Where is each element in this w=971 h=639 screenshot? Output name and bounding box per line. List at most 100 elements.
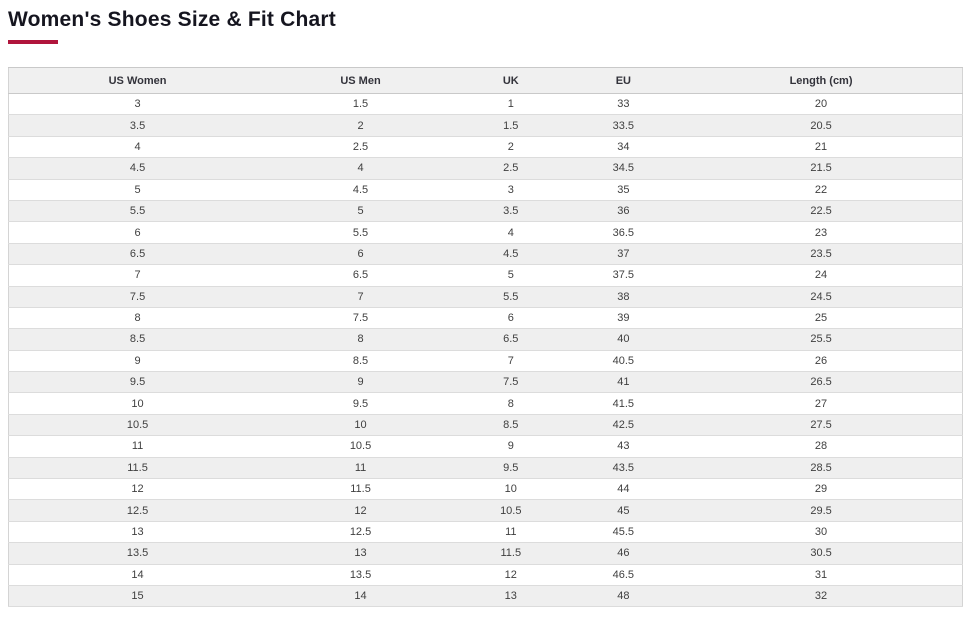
table-row: 6 5.5 4 36.5 23 [8,221,963,244]
table-cell: 36.5 [566,221,681,244]
table-cell: 2 [454,136,567,159]
table-cell: 25.5 [680,328,963,351]
table-cell: 26 [680,350,963,373]
table-row: 5.5 5 3.5 36 22.5 [8,200,963,223]
column-header: Length (cm) [680,67,963,94]
table-cell: 13 [8,521,267,544]
table-cell: 9.5 [266,392,455,415]
size-chart-header: US Women US Men UK EU Length (cm) [8,67,963,94]
table-row: 11.5 11 9.5 43.5 28.5 [8,457,963,480]
table-cell: 13 [454,585,567,608]
table-cell: 13 [266,542,455,565]
table-cell: 29 [680,478,963,501]
table-cell: 6 [266,243,455,266]
table-cell: 1 [454,93,567,116]
page-title: Women's Shoes Size & Fit Chart [8,8,336,31]
table-cell: 42.5 [566,414,681,437]
table-row: 13.5 13 11.5 46 30.5 [8,542,963,565]
table-cell: 5 [454,264,567,287]
table-cell: 8.5 [454,414,567,437]
table-cell: 4.5 [266,179,455,201]
table-row: 12.5 12 10.5 45 29.5 [8,499,963,522]
table-cell: 9 [454,435,567,458]
table-cell: 11 [266,457,455,480]
table-cell: 4 [8,136,267,159]
table-row: 4 2.5 2 34 21 [8,136,963,159]
table-cell: 2.5 [266,136,455,159]
title-underline [8,40,58,44]
size-chart-table: US Women US Men UK EU Length (cm) 3 1.5 1 33 20 3… [8,67,963,608]
table-row: 3 1.5 1 33 20 [8,93,963,116]
table-cell: 11 [454,521,567,544]
table-cell: 9 [266,371,455,394]
table-cell: 5.5 [8,200,267,223]
table-cell: 41 [566,371,681,394]
table-cell: 40 [566,328,681,351]
table-cell: 9.5 [8,371,267,394]
table-cell: 11 [8,435,267,458]
table-cell: 2 [266,114,455,137]
table-cell: 11.5 [454,542,567,565]
table-cell: 34 [566,136,681,159]
table-cell: 22.5 [680,200,963,223]
table-row: 12 11.5 10 44 29 [8,478,963,501]
table-cell: 8.5 [8,328,267,351]
table-cell: 6 [454,307,567,330]
table-cell: 7.5 [8,286,267,308]
table-cell: 20.5 [680,114,963,137]
table-cell: 5.5 [266,221,455,244]
table-cell: 3 [8,93,267,116]
table-cell: 41.5 [566,392,681,415]
table-cell: 5 [266,200,455,223]
table-cell: 46 [566,542,681,565]
table-cell: 12.5 [8,499,267,522]
table-cell: 3.5 [8,114,267,137]
size-chart-body: 3 1.5 1 33 20 3.5 2 1.5 33.5 20.5 4 2.5 2 34 21 4.5 4 2.5… [8,93,963,608]
table-cell: 27.5 [680,414,963,437]
table-cell: 3 [454,179,567,201]
table-row: 9.5 9 7.5 41 26.5 [8,371,963,394]
table-cell: 10.5 [8,414,267,437]
table-row: 9 8.5 7 40.5 26 [8,350,963,373]
table-row: 13 12.5 11 45.5 30 [8,521,963,544]
table-cell: 9.5 [454,457,567,480]
table-row: 10 9.5 8 41.5 27 [8,392,963,415]
column-header: UK [454,67,567,94]
table-cell: 15 [8,585,267,608]
table-cell: 7.5 [266,307,455,330]
table-cell: 24.5 [680,286,963,308]
table-cell: 12.5 [266,521,455,544]
table-cell: 8.5 [266,350,455,373]
table-cell: 43.5 [566,457,681,480]
table-cell: 37.5 [566,264,681,287]
table-cell: 8 [8,307,267,330]
table-cell: 32 [680,585,963,608]
table-cell: 8 [454,392,567,415]
table-cell: 46.5 [566,564,681,586]
table-cell: 10 [8,392,267,415]
table-cell: 33.5 [566,114,681,137]
table-cell: 22 [680,179,963,201]
table-cell: 1.5 [454,114,567,137]
table-cell: 26.5 [680,371,963,394]
table-cell: 45 [566,499,681,522]
table-cell: 6.5 [266,264,455,287]
table-cell: 10 [266,414,455,437]
table-cell: 25 [680,307,963,330]
table-cell: 45.5 [566,521,681,544]
table-cell: 4 [454,221,567,244]
table-row: 6.5 6 4.5 37 23.5 [8,243,963,266]
table-cell: 10 [454,478,567,501]
table-cell: 21 [680,136,963,159]
column-header: US Men [266,67,455,94]
table-row: 4.5 4 2.5 34.5 21.5 [8,157,963,180]
table-cell: 7 [454,350,567,373]
table-cell: 6 [8,221,267,244]
table-cell: 33 [566,93,681,116]
table-cell: 27 [680,392,963,415]
header-row: US Women US Men UK EU Length (cm) [8,67,963,94]
table-cell: 23.5 [680,243,963,266]
table-row: 11 10.5 9 43 28 [8,435,963,458]
table-cell: 29.5 [680,499,963,522]
table-cell: 10.5 [454,499,567,522]
